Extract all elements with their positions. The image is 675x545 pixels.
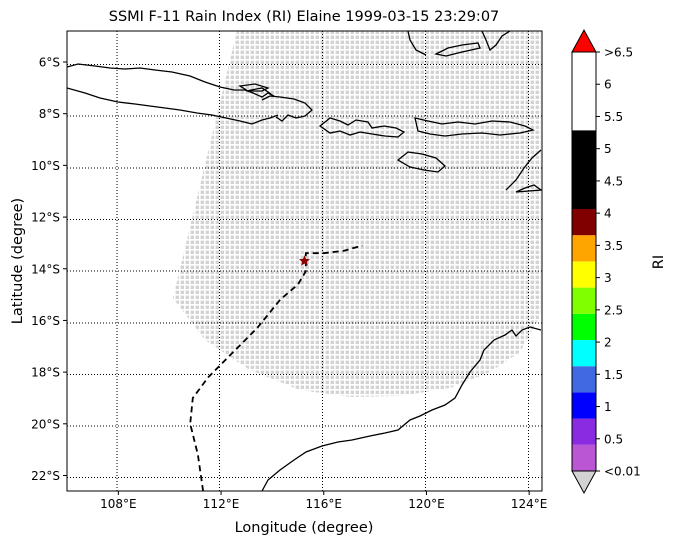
coastlines (67, 31, 542, 491)
x-tick-label: 112°E (203, 497, 240, 511)
colorbar-band (572, 418, 596, 445)
colorbar-band (572, 209, 596, 236)
colorbar-tick-label: 1.5 (604, 368, 623, 382)
colorbar-band (572, 261, 596, 288)
colorbar-band (572, 313, 596, 340)
y-tick-label: 20°S (31, 417, 60, 431)
flores-coastline (414, 117, 535, 137)
y-tick-label: 10°S (31, 159, 60, 173)
colorbar-tick-label: 3 (604, 271, 612, 285)
colorbar-band (572, 444, 596, 471)
java-coastline (67, 63, 279, 125)
colorbar-band (572, 130, 596, 209)
colorbar: >6.5 6 5.5 5 4.5 4 3.5 3 2.5 2 1.5 1 0.5 <0.01 (571, 28, 641, 495)
colorbar-tick-label: <0.01 (604, 465, 641, 479)
colorbar-band (572, 235, 596, 262)
colorbar-tick-label: 2.5 (604, 303, 623, 317)
x-tick-label: 116°E (306, 497, 343, 511)
australia-coastline (261, 326, 542, 491)
map-frame (66, 30, 543, 492)
y-tick-label: 16°S (31, 314, 60, 328)
y-tick-label: 8°S (39, 107, 60, 121)
colorbar-tick-label: 0.5 (604, 432, 623, 446)
x-axis-label: Longitude (degree) (235, 520, 374, 536)
x-tick-label: 124°E (511, 497, 548, 511)
buton-island (434, 42, 481, 57)
map-panel: 108°E 112°E 116°E 120°E 124°E 6°S 8°S 10°S 12°S… (31, 30, 547, 511)
colorbar-band (572, 287, 596, 314)
colorbar-tick-label: 5.5 (604, 110, 623, 124)
satellite-swath (173, 31, 541, 397)
gridlines (67, 31, 542, 491)
y-tick-label: 14°S (31, 262, 60, 276)
storm-center-marker (298, 255, 311, 266)
y-axis-label: Latitude (degree) (10, 198, 26, 324)
storm-track-line (189, 244, 363, 491)
x-axis: 108°E 112°E 116°E 120°E 124°E (100, 491, 547, 511)
y-tick-label: 22°S (31, 469, 60, 483)
colorbar-tick-label: 1 (604, 400, 612, 414)
y-tick-label: 6°S (39, 56, 60, 70)
y-tick-label: 18°S (31, 366, 60, 380)
colorbar-tick-label: 2 (604, 336, 612, 350)
colorbar-frame (571, 51, 597, 472)
colorbar-tick-label: >6.5 (604, 46, 633, 60)
y-tick-label: 12°S (31, 211, 60, 225)
colorbar-tick-label: 6 (604, 78, 612, 92)
colorbar-band (572, 392, 596, 419)
colorbar-band (572, 366, 596, 393)
colorbar-tick-label: 3.5 (604, 239, 623, 253)
x-tick-label: 108°E (100, 497, 137, 511)
colorbar-label: RI (651, 255, 667, 269)
colorbar-over-extension (571, 28, 597, 53)
x-tick-label: 120°E (408, 497, 445, 511)
sulawesi-coastline (407, 31, 511, 56)
sumba-coastline (396, 151, 446, 173)
madura-island (238, 83, 270, 92)
y-axis: 6°S 8°S 10°S 12°S 14°S 16°S 18°S 20°S 22°S (31, 56, 67, 483)
sumbawa-coastline (318, 117, 406, 138)
colorbar-tick-label: 4 (604, 207, 612, 221)
colorbar-band (572, 340, 596, 367)
chart-title: SSMI F-11 Rain Index (RI) Elaine 1999-03… (109, 9, 500, 25)
storm-track-layer (189, 244, 363, 491)
colorbar-under-extension (571, 470, 597, 495)
bali-lombok-coastline (245, 87, 313, 122)
colorbar-tick-label: 5 (604, 142, 612, 156)
colorbar-tick-label: 4.5 (604, 174, 623, 188)
